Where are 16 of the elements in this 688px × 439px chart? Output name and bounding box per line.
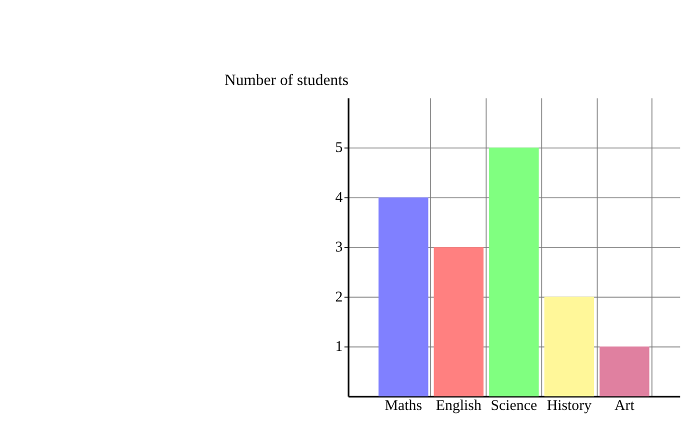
x-tick-label: Art bbox=[614, 398, 636, 414]
bar bbox=[544, 296, 594, 396]
y-tick-label: 1 bbox=[335, 339, 343, 356]
bar bbox=[378, 197, 428, 396]
y-tick-label: 3 bbox=[335, 240, 343, 256]
x-tick-label: Science bbox=[490, 398, 538, 414]
y-tick-label: 4 bbox=[335, 190, 344, 206]
x-tick-label: Maths bbox=[384, 398, 422, 414]
y-axis-title: Number of students bbox=[224, 72, 349, 90]
y-tick-label: 5 bbox=[335, 140, 343, 156]
bar bbox=[489, 148, 539, 396]
bar bbox=[600, 346, 650, 396]
x-tick-label: History bbox=[546, 398, 592, 414]
bar bbox=[434, 247, 484, 396]
y-tick-label: 2 bbox=[335, 289, 343, 306]
x-tick-label: English bbox=[436, 398, 482, 414]
